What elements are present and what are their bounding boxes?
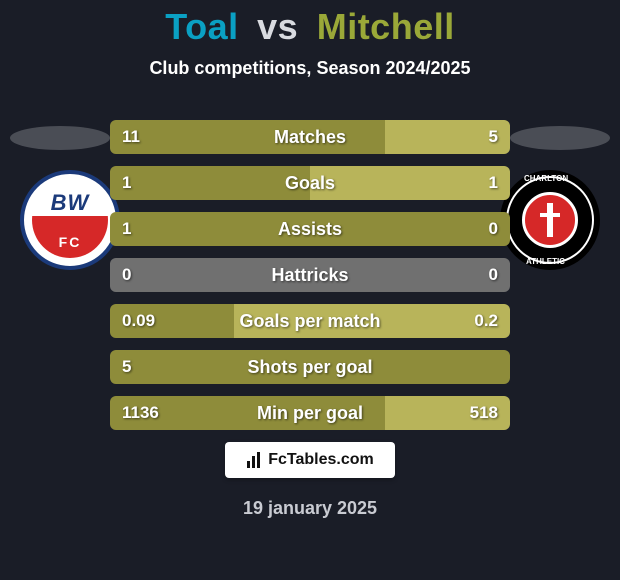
stat-bar-neutral xyxy=(110,258,510,292)
crest-shadow-left xyxy=(10,126,110,150)
vs-text: vs xyxy=(257,6,298,47)
charlton-ring-top: CHARLTON xyxy=(524,174,568,183)
stat-bar-right xyxy=(234,304,510,338)
comparison-card: Toal vs Mitchell Club competitions, Seas… xyxy=(0,0,620,580)
stat-row: Min per goal1136518 xyxy=(110,396,510,430)
stat-row: Matches115 xyxy=(110,120,510,154)
stat-bar-left xyxy=(110,212,510,246)
subtitle: Club competitions, Season 2024/2025 xyxy=(0,58,620,79)
stat-row: Shots per goal5 xyxy=(110,350,510,384)
stat-row: Goals11 xyxy=(110,166,510,200)
stat-row: Assists10 xyxy=(110,212,510,246)
bolton-crest: BW FC xyxy=(20,170,120,270)
stat-bar-left xyxy=(110,350,510,384)
charlton-crest: CHARLTON ATHLETIC xyxy=(500,170,600,270)
player1-name: Toal xyxy=(165,6,238,47)
crest-shadow-right xyxy=(510,126,610,150)
title: Toal vs Mitchell xyxy=(0,6,620,48)
charlton-center xyxy=(522,192,578,248)
stat-bar-right xyxy=(310,166,510,200)
player2-name: Mitchell xyxy=(317,6,455,47)
bolton-crest-bot: FC xyxy=(24,234,116,250)
club-crest-left: BW FC xyxy=(20,170,120,270)
stat-bar-left xyxy=(110,396,385,430)
stat-bar-left xyxy=(110,166,310,200)
fctables-logo: FcTables.com xyxy=(225,442,395,478)
bar-chart-icon xyxy=(246,451,264,469)
club-crest-right: CHARLTON ATHLETIC xyxy=(500,170,600,270)
sword-icon xyxy=(547,203,553,237)
stat-row: Goals per match0.090.2 xyxy=(110,304,510,338)
stat-bar-left xyxy=(110,304,234,338)
stat-row: Hattricks00 xyxy=(110,258,510,292)
date-text: 19 january 2025 xyxy=(0,498,620,519)
stat-bar-right xyxy=(385,120,510,154)
fctables-text: FcTables.com xyxy=(268,451,374,469)
stat-bar-left xyxy=(110,120,385,154)
bolton-crest-top: BW xyxy=(24,190,116,216)
stats-container: Matches115 Goals11 Assists10 Hattricks00 Goa… xyxy=(110,120,510,442)
charlton-ring-bot: ATHLETIC xyxy=(526,257,565,266)
stat-bar-right xyxy=(385,396,510,430)
